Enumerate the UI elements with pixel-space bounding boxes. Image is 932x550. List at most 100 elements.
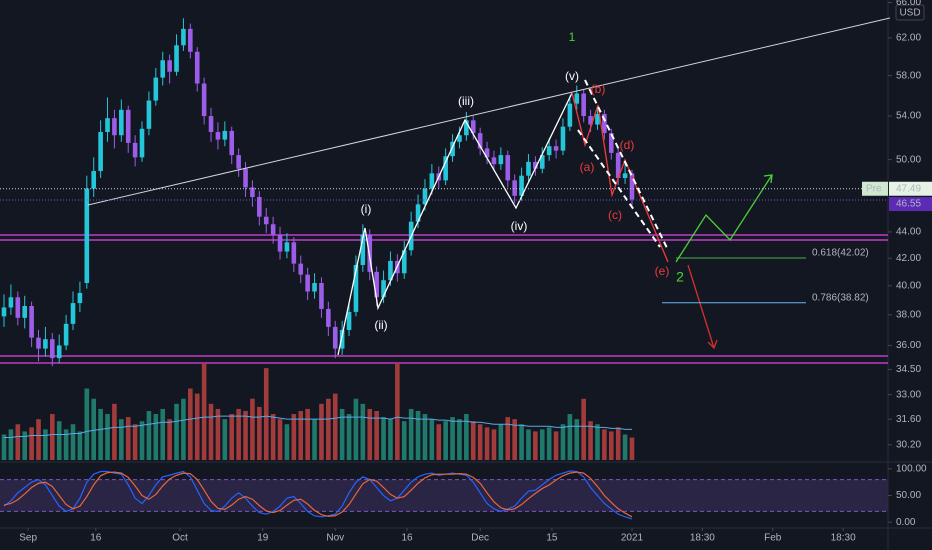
correction-lines <box>571 92 669 263</box>
y-tick-label: 62.00 <box>896 33 921 44</box>
volume-bar <box>581 398 586 460</box>
volume-bar <box>181 398 186 460</box>
volume-bar <box>263 368 269 460</box>
candle-body <box>512 180 517 196</box>
candle-body <box>353 265 359 312</box>
volume-bar <box>401 421 407 460</box>
fib-label: 0.786(38.82) <box>812 292 869 303</box>
x-tick-label: 19 <box>257 533 269 544</box>
candle-body <box>464 120 469 136</box>
wave-label: (i) <box>361 202 372 216</box>
volume-bar <box>125 417 131 460</box>
candle-body <box>167 60 172 72</box>
volume-bar <box>436 424 442 460</box>
candle-body <box>312 283 317 292</box>
y-tick-label: 31.60 <box>896 414 921 425</box>
candle-body <box>91 171 97 189</box>
volume-bar <box>215 408 221 460</box>
x-tick-label: 16 <box>401 533 413 544</box>
candle-body <box>298 263 304 275</box>
y-tick-label: 38.00 <box>896 309 921 320</box>
candle-body <box>615 152 621 179</box>
candle-body <box>284 242 290 252</box>
volume-bar <box>139 421 145 460</box>
volume-bar <box>70 424 76 460</box>
x-tick-label: Dec <box>471 533 489 544</box>
stoch-k <box>3 470 633 520</box>
candle-body <box>470 120 476 134</box>
pre-price-badge <box>889 181 932 196</box>
wave-label: (c) <box>608 208 622 222</box>
candle-body <box>201 83 207 117</box>
y-tick-label: 34.50 <box>896 364 921 375</box>
candle-body <box>29 305 34 338</box>
wave-label: (e) <box>655 264 670 278</box>
volume-bar <box>381 417 386 460</box>
candle-body <box>491 157 497 165</box>
volume-bar <box>298 410 304 460</box>
volume-bar <box>346 414 352 460</box>
volume-bar <box>1 434 7 460</box>
candle-body <box>125 109 131 143</box>
candle-body <box>443 156 448 181</box>
candle-body <box>374 271 379 298</box>
trendline <box>87 17 891 206</box>
volume-bar <box>470 421 476 460</box>
candle-body <box>277 234 283 252</box>
y-tick-label: 36.00 <box>896 340 921 351</box>
candle-body <box>381 280 386 298</box>
volume-bar <box>367 408 373 460</box>
volume-bar <box>457 419 462 460</box>
candle-body <box>505 155 511 181</box>
volume-bar <box>146 410 152 460</box>
candle-body <box>326 308 331 327</box>
volume-bar <box>312 419 317 460</box>
wave-label: (ii) <box>374 318 387 332</box>
volume-bar <box>222 419 228 460</box>
stoch-band <box>0 479 888 512</box>
volume-bar <box>153 414 159 460</box>
x-tick-label: 16 <box>90 533 102 544</box>
candle-body <box>36 337 41 349</box>
volume-bar <box>305 408 310 460</box>
candle-body <box>188 28 193 52</box>
pre-price: 47.49 <box>896 183 921 194</box>
wave-label: (v) <box>565 69 579 83</box>
candle-body <box>160 60 166 78</box>
volume-bar <box>615 427 621 460</box>
candle-body <box>574 93 580 104</box>
candle-body <box>15 297 21 318</box>
candle-body <box>401 250 407 274</box>
volume-bar <box>388 419 393 460</box>
candle-body <box>457 135 462 142</box>
candle-body <box>519 175 524 196</box>
candle-body <box>146 100 152 129</box>
x-tick-label: 2021 <box>621 533 644 544</box>
candle-body <box>588 116 593 125</box>
volume-bar <box>395 363 400 460</box>
volume-bar <box>36 419 41 460</box>
volume-bar <box>56 421 62 460</box>
candle-body <box>229 130 235 156</box>
volume-bar <box>505 417 511 460</box>
volume-bar <box>250 398 255 460</box>
volume-bar <box>43 429 48 460</box>
candle-body <box>22 305 28 318</box>
stoch-tick-label: 50.00 <box>896 490 921 501</box>
candle-body <box>450 141 455 157</box>
volume-bar <box>174 403 179 460</box>
candle-body <box>560 126 566 151</box>
candle-body <box>257 197 262 217</box>
candle-body <box>98 132 103 172</box>
candle-body <box>546 146 552 156</box>
volume-bar <box>326 398 331 460</box>
x-tick-label: Oct <box>172 533 188 544</box>
y-tick-label: 42.00 <box>896 253 921 264</box>
stoch-d <box>3 471 633 518</box>
volume-bar <box>119 419 124 460</box>
volume-bar <box>429 419 435 460</box>
volume-bar <box>443 421 448 460</box>
candle-body <box>215 132 221 140</box>
candle-body <box>346 311 352 330</box>
